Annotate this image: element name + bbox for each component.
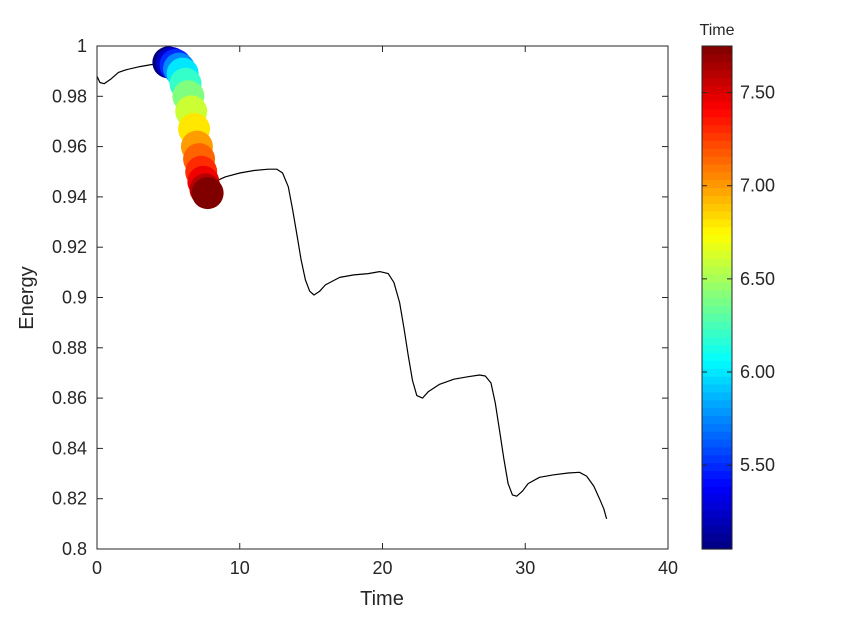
colorbar-segment [702,446,732,456]
colorbar-segment [702,501,732,511]
y-tick-label: 0.98 [52,86,87,106]
colorbar-segment [702,93,732,102]
y-tick-label: 0.94 [52,187,87,207]
colorbar-segment [702,391,732,401]
y-tick-label: 0.88 [52,338,87,358]
colorbar-title: Time [700,22,735,39]
colorbar-segment [702,266,732,275]
colorbar-segment [702,305,732,314]
x-tick-label: 30 [515,558,535,578]
colorbar-segment [702,85,732,94]
colorbar-segment [702,53,732,63]
colorbar-segment [702,525,732,534]
colorbar-segment [702,171,732,181]
colorbar-segment [702,116,732,126]
colorbar-segment [702,462,732,472]
colorbar-segment [702,438,732,448]
colorbar-segment [702,273,732,283]
colorbar-segment [702,407,732,416]
y-tick-label: 0.84 [52,438,87,458]
colorbar-segment [702,179,732,189]
colorbar-segment [702,195,732,204]
colorbar-segment [702,61,732,71]
colorbar-segment [702,313,732,322]
colorbar-segment [702,289,732,299]
colorbar-segment [702,423,732,432]
colorbar-tick-label: 6.50 [740,269,775,289]
colorbar-segment [702,163,732,173]
x-tick-label: 40 [658,558,678,578]
colorbar-segment [702,360,732,369]
y-tick-label: 0.92 [52,237,87,257]
colorbar-segment [702,108,732,118]
colorbar-tick-label: 6.00 [740,362,775,382]
colorbar-tick-label: 7.00 [740,176,775,196]
colorbar-segment [702,533,732,542]
colorbar-segment [702,148,732,157]
colorbar-segment [702,69,732,79]
colorbar-segment [702,431,732,440]
colorbar-segment [702,493,732,503]
colorbar-segment [702,203,732,212]
colorbar-segment [702,140,732,149]
y-tick-label: 0.82 [52,489,87,509]
colorbar-segment [702,250,732,259]
colorbar-segment [702,46,732,55]
colorbar-segment [702,454,732,464]
colorbar-gradient [702,46,732,550]
colorbar-segment [702,352,732,361]
colorbar-segment [702,124,732,134]
y-tick-label: 0.86 [52,388,87,408]
x-tick-label: 0 [92,558,102,578]
colorbar-segment [702,486,732,495]
colorbar-segment [702,234,732,244]
colorbar-segment [702,328,732,338]
colorbar-segment [702,211,732,220]
y-tick-label: 1 [77,36,87,56]
colorbar-segment [702,344,732,354]
colorbar-segment [702,226,732,236]
y-tick-label: 0.96 [52,137,87,157]
colorbar-segment [702,281,732,291]
colorbar-segment [702,415,732,424]
colorbar-segment [702,156,732,165]
marker-layer [152,46,224,210]
x-tick-label: 10 [230,558,250,578]
colorbar-segment [702,470,732,479]
y-axis-label: Energy [16,266,38,329]
y-tick-label: 0.9 [62,288,87,308]
colorbar-segment [702,336,732,346]
colorbar-segment [702,321,732,330]
colorbar-frame [701,45,733,550]
colorbar-segment [702,187,732,196]
colorbar-segment [702,383,732,393]
colorbar-tick-label: 5.50 [740,455,775,475]
colorbar-segment [702,478,732,487]
colorbar-segment [702,368,732,377]
colorbar-tick-label: 7.50 [740,83,775,103]
x-axis-label: Time [360,588,404,610]
colorbar-segment [702,77,732,86]
colorbar-segment [702,509,732,519]
y-tick-label: 0.8 [62,539,87,559]
colorbar-segment [702,376,732,385]
colorbar-segment [702,242,732,251]
x-tick-label: 20 [372,558,392,578]
time-marker [191,177,224,210]
colorbar-segment [702,258,732,267]
colorbar-segment [702,541,732,550]
colorbar-segment [702,132,732,141]
colorbar-segment [702,218,732,228]
colorbar-segment [702,297,732,306]
axes-layer: 0 10 20 30 40 0.8 0.82 0.84 0.86 0.88 0.9 0.92 0.94 0… [52,36,775,578]
colorbar-segment [702,517,732,527]
colorbar-segment [702,101,732,110]
colorbar-segment [702,399,732,409]
